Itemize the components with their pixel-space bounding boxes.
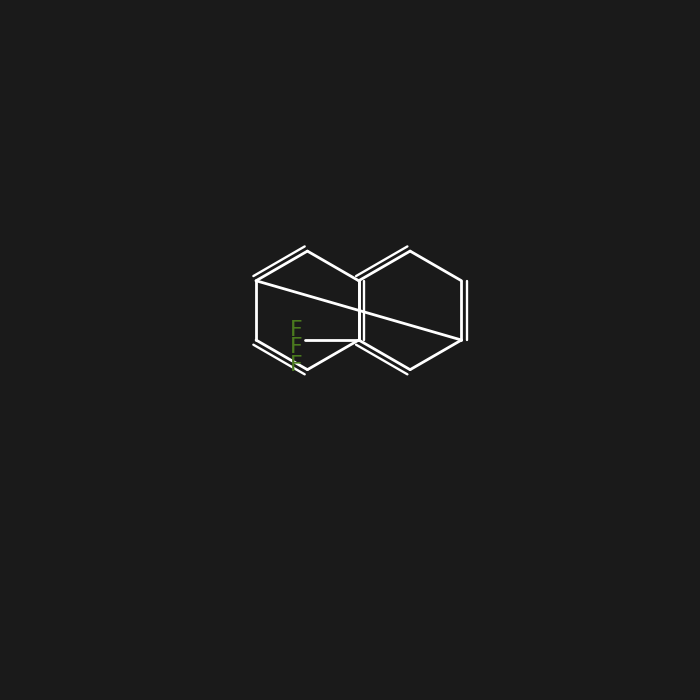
Text: F: F: [289, 337, 302, 357]
Text: F: F: [289, 354, 302, 374]
Text: F: F: [289, 320, 302, 340]
